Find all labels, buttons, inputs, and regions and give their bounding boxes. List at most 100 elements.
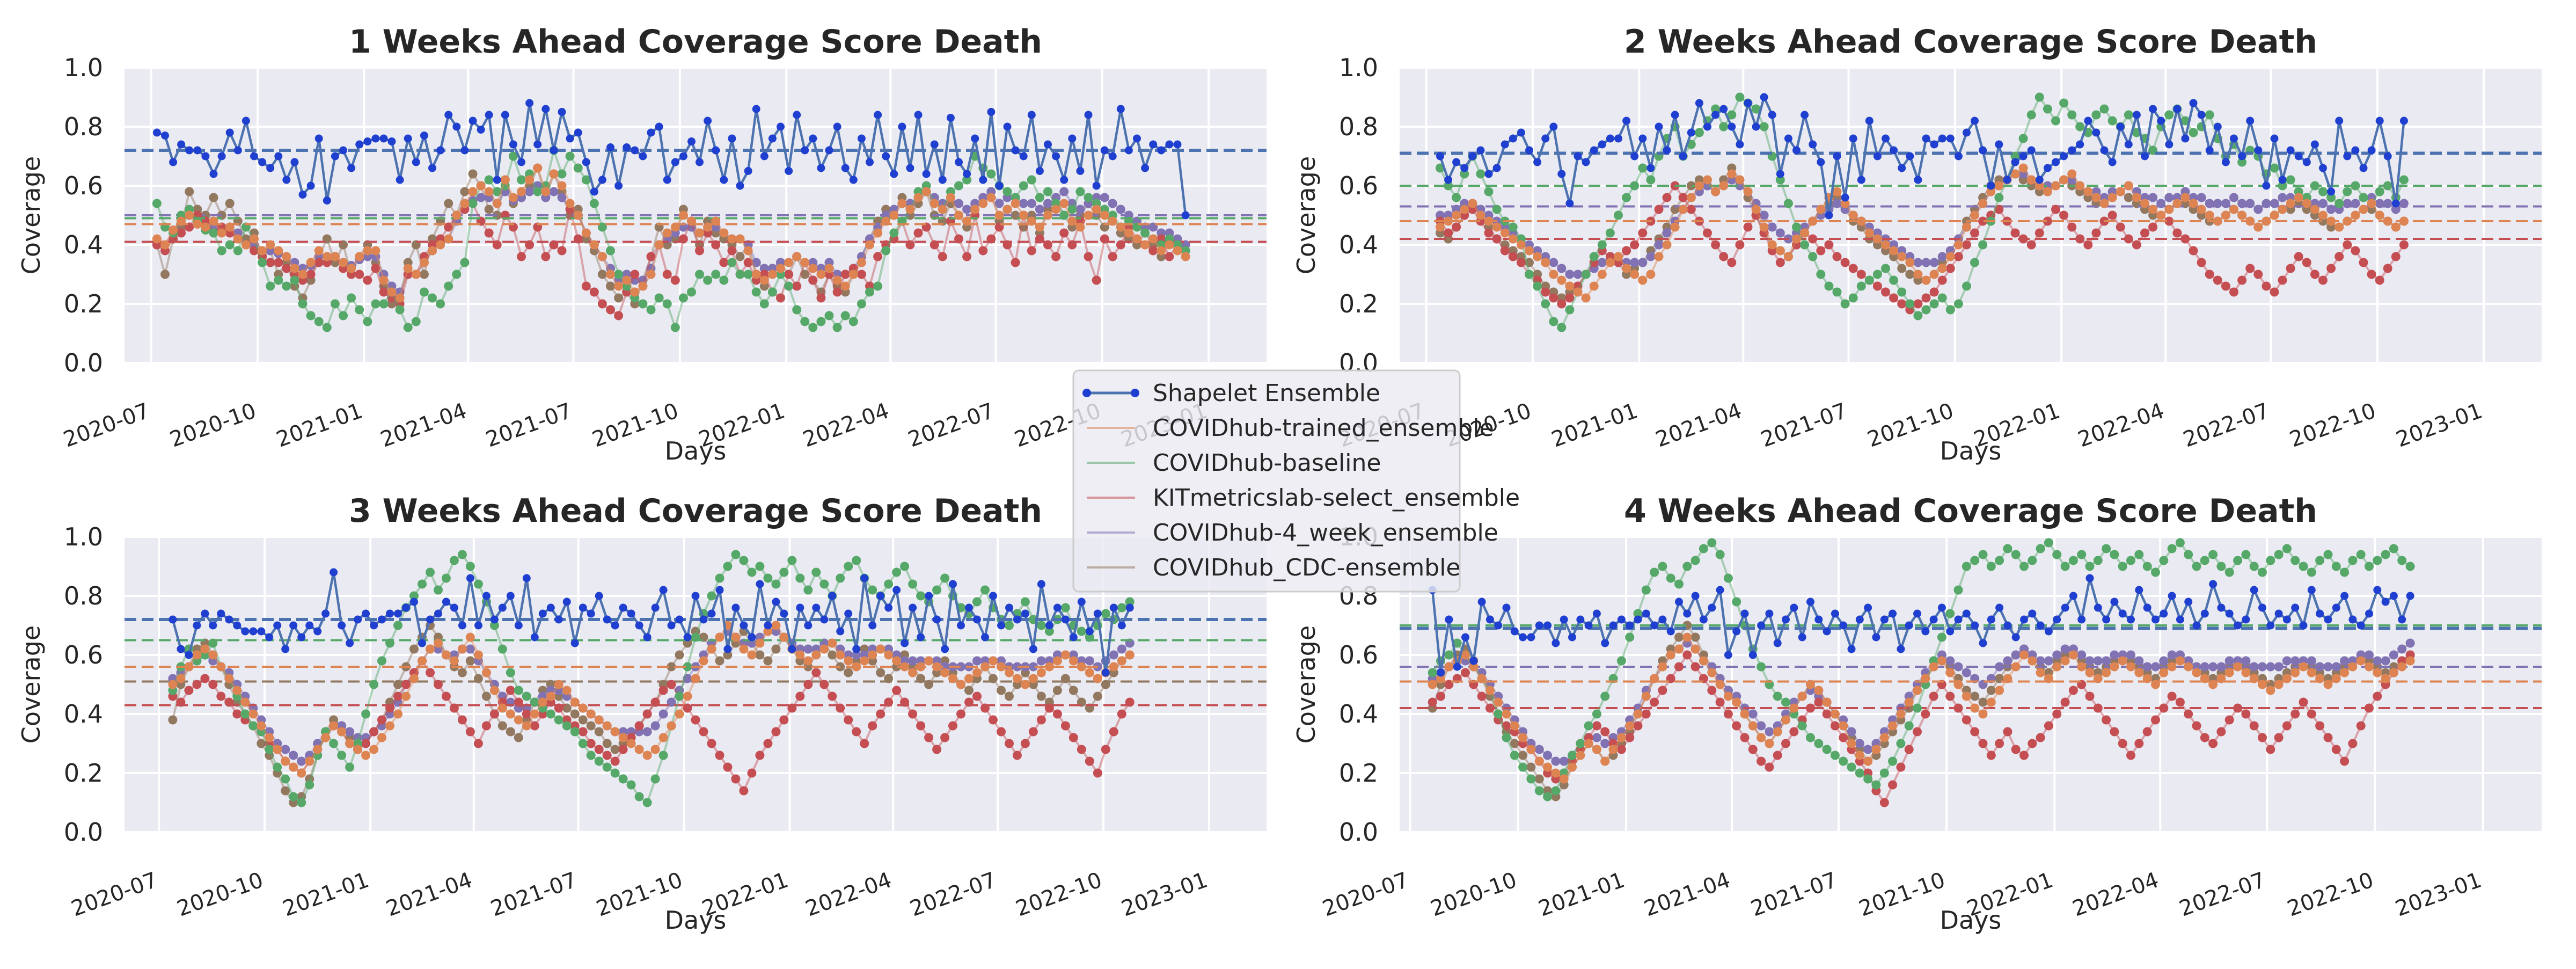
data-point bbox=[2205, 210, 2214, 220]
y-tick-label: 0.2 bbox=[64, 289, 103, 318]
data-point bbox=[683, 691, 692, 701]
data-point bbox=[723, 562, 733, 571]
data-point bbox=[922, 170, 931, 178]
data-point bbox=[1543, 762, 1553, 772]
data-point bbox=[1573, 269, 1583, 279]
data-point bbox=[570, 709, 580, 719]
data-point bbox=[500, 175, 510, 185]
data-point bbox=[1035, 193, 1044, 202]
data-point bbox=[1945, 264, 1955, 273]
data-point bbox=[465, 656, 475, 666]
data-point bbox=[1067, 216, 1077, 226]
data-point bbox=[995, 181, 1004, 190]
data-point bbox=[723, 645, 732, 653]
data-point bbox=[1760, 93, 1768, 101]
data-point bbox=[833, 122, 841, 131]
data-point bbox=[1945, 668, 1955, 677]
data-point bbox=[2225, 609, 2234, 618]
data-point bbox=[176, 674, 186, 683]
data-point bbox=[1724, 651, 1732, 659]
data-point bbox=[1616, 656, 1626, 666]
data-point bbox=[330, 568, 338, 577]
data-point bbox=[428, 164, 436, 172]
data-point bbox=[1888, 780, 1898, 790]
data-point bbox=[1565, 269, 1575, 279]
data-point bbox=[201, 609, 209, 618]
data-point bbox=[1757, 721, 1766, 731]
data-point bbox=[1576, 751, 1585, 760]
data-point bbox=[1929, 299, 1939, 309]
data-point bbox=[1519, 633, 1527, 642]
data-point bbox=[2399, 175, 2409, 185]
data-point bbox=[473, 739, 483, 748]
data-point bbox=[1085, 756, 1094, 766]
data-point bbox=[2099, 199, 2109, 208]
data-point bbox=[795, 691, 805, 701]
data-point bbox=[1670, 222, 1680, 232]
data-point bbox=[803, 680, 813, 689]
data-point bbox=[1060, 721, 1070, 731]
data-point bbox=[2213, 275, 2222, 285]
data-point bbox=[1662, 193, 1672, 202]
data-point bbox=[1508, 252, 1518, 261]
data-point bbox=[1516, 258, 1526, 267]
data-point bbox=[2348, 739, 2358, 748]
data-point bbox=[2126, 751, 2135, 760]
data-point bbox=[1740, 709, 1750, 719]
data-point bbox=[638, 299, 648, 309]
data-point bbox=[1020, 597, 1030, 607]
data-point bbox=[562, 721, 572, 731]
data-point bbox=[1889, 609, 1897, 618]
data-point bbox=[249, 627, 258, 636]
data-point bbox=[541, 187, 551, 196]
data-point bbox=[972, 597, 982, 607]
data-point bbox=[824, 311, 834, 320]
data-point bbox=[932, 585, 942, 595]
data-point bbox=[321, 609, 330, 618]
data-point bbox=[2019, 152, 2028, 161]
data-point bbox=[1682, 650, 1692, 660]
data-point bbox=[347, 164, 356, 172]
data-point bbox=[2241, 709, 2251, 719]
data-point bbox=[2318, 210, 2328, 220]
data-point bbox=[1723, 691, 1733, 701]
data-point bbox=[2230, 134, 2238, 143]
data-point bbox=[776, 264, 785, 273]
data-point bbox=[2373, 556, 2382, 565]
data-point bbox=[2135, 586, 2143, 594]
data-point bbox=[363, 275, 372, 285]
data-point bbox=[337, 727, 347, 737]
data-point bbox=[1723, 573, 1733, 583]
data-point bbox=[387, 287, 397, 297]
data-point bbox=[731, 632, 741, 642]
data-point bbox=[2316, 609, 2324, 618]
data-point bbox=[1630, 240, 1640, 250]
data-point bbox=[1534, 774, 1544, 784]
data-point bbox=[1492, 164, 1501, 172]
data-point bbox=[1962, 240, 1971, 250]
data-point bbox=[586, 739, 596, 748]
data-point bbox=[2253, 205, 2263, 214]
data-point bbox=[1970, 228, 1979, 238]
data-point bbox=[909, 603, 917, 612]
data-point bbox=[355, 140, 364, 149]
data-point bbox=[913, 228, 923, 238]
data-point bbox=[322, 323, 332, 332]
data-point bbox=[2331, 562, 2341, 571]
chart-panel-4: 0.00.20.40.60.81.02020-072020-102021-012… bbox=[1292, 492, 2542, 935]
data-point bbox=[1945, 609, 1955, 618]
data-point bbox=[460, 258, 470, 267]
data-point bbox=[2405, 562, 2415, 571]
data-point bbox=[1492, 234, 1502, 244]
data-point bbox=[1690, 662, 1700, 672]
data-point bbox=[2148, 222, 2158, 232]
data-point bbox=[290, 275, 299, 285]
data-point bbox=[1654, 205, 1664, 214]
data-point bbox=[1715, 550, 1725, 559]
data-point bbox=[506, 668, 515, 677]
data-point bbox=[800, 269, 810, 279]
data-point bbox=[852, 650, 861, 660]
data-point bbox=[2035, 92, 2044, 102]
data-point bbox=[2389, 592, 2398, 600]
data-point bbox=[1132, 234, 1141, 244]
